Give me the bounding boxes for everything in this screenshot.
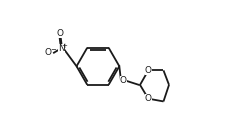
Text: −: −	[50, 47, 56, 53]
Text: N: N	[58, 44, 65, 54]
Text: O: O	[57, 29, 63, 38]
Text: O: O	[120, 76, 127, 85]
Text: O: O	[145, 66, 152, 75]
Text: +: +	[61, 43, 67, 49]
Text: O: O	[44, 48, 51, 57]
Text: O: O	[145, 94, 152, 103]
